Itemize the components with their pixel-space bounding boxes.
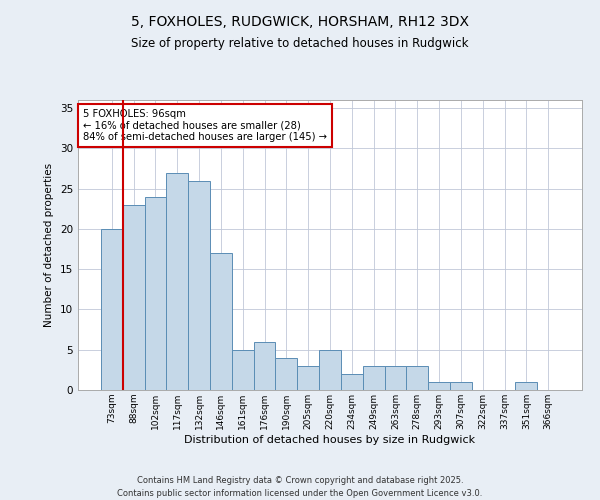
- Text: 5 FOXHOLES: 96sqm
← 16% of detached houses are smaller (28)
84% of semi-detached: 5 FOXHOLES: 96sqm ← 16% of detached hous…: [83, 108, 327, 142]
- Bar: [341, 374, 363, 390]
- Bar: [123, 204, 145, 390]
- X-axis label: Distribution of detached houses by size in Rudgwick: Distribution of detached houses by size …: [184, 434, 476, 444]
- Bar: [515, 382, 537, 390]
- Bar: [254, 342, 275, 390]
- Bar: [275, 358, 297, 390]
- Bar: [297, 366, 319, 390]
- Bar: [385, 366, 406, 390]
- Text: Contains HM Land Registry data © Crown copyright and database right 2025.
Contai: Contains HM Land Registry data © Crown c…: [118, 476, 482, 498]
- Bar: [450, 382, 472, 390]
- Bar: [145, 196, 166, 390]
- Bar: [101, 229, 123, 390]
- Y-axis label: Number of detached properties: Number of detached properties: [44, 163, 55, 327]
- Bar: [363, 366, 385, 390]
- Bar: [232, 350, 254, 390]
- Bar: [319, 350, 341, 390]
- Bar: [188, 180, 210, 390]
- Bar: [428, 382, 450, 390]
- Bar: [210, 253, 232, 390]
- Text: Size of property relative to detached houses in Rudgwick: Size of property relative to detached ho…: [131, 38, 469, 51]
- Bar: [166, 172, 188, 390]
- Text: 5, FOXHOLES, RUDGWICK, HORSHAM, RH12 3DX: 5, FOXHOLES, RUDGWICK, HORSHAM, RH12 3DX: [131, 15, 469, 29]
- Bar: [406, 366, 428, 390]
